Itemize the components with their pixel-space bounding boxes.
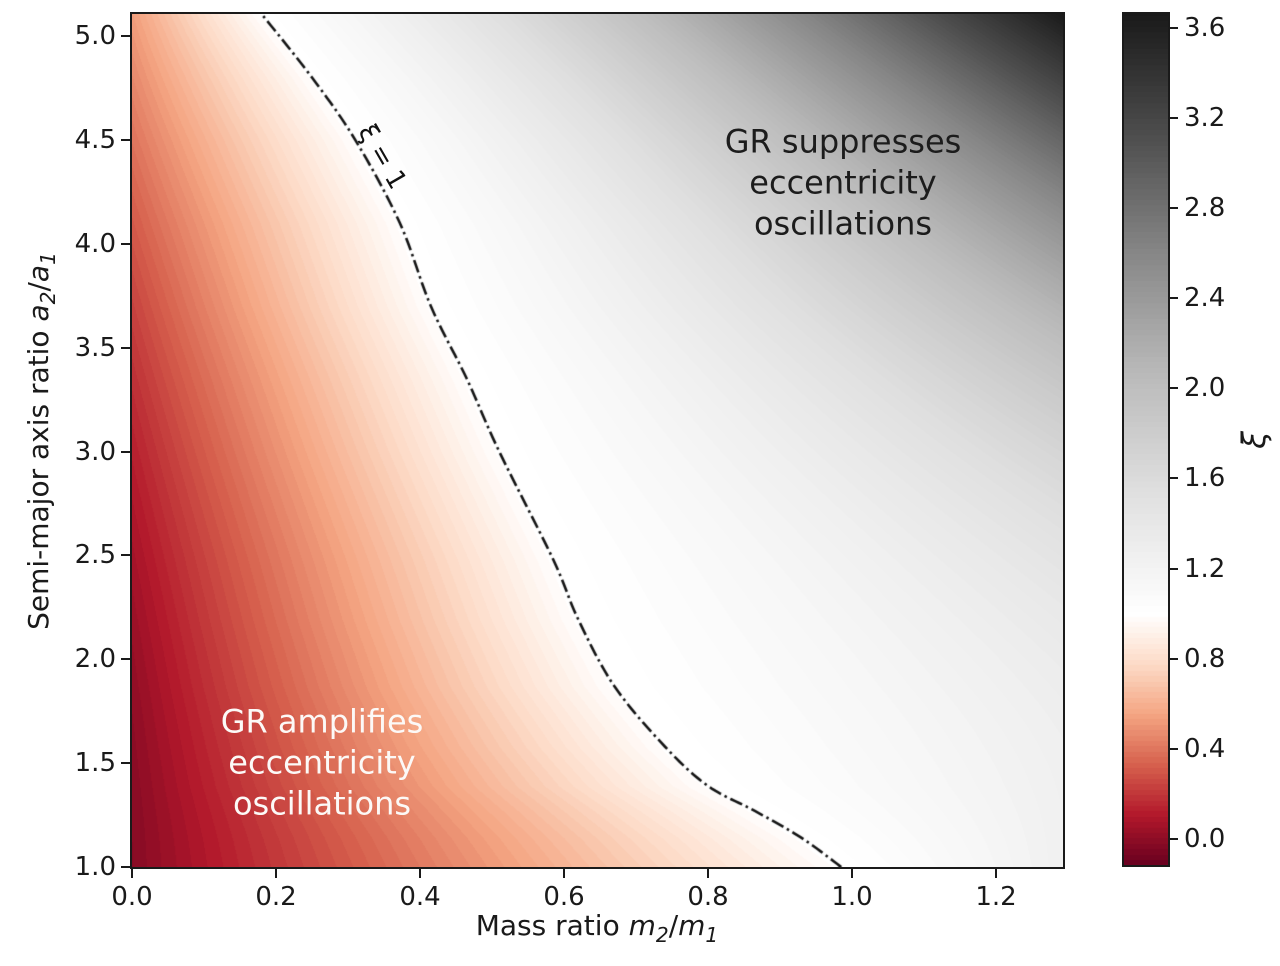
colorbar-tick (1170, 206, 1178, 209)
annotation-line: GR amplifies (220, 702, 424, 741)
colorbar-tick-label: 0.0 (1184, 824, 1226, 855)
y-tick (121, 658, 130, 661)
annotation-line: oscillations (753, 204, 933, 243)
x-tick-label: 0.0 (111, 882, 153, 912)
x-tick (419, 869, 421, 878)
axis-label-part: / (22, 282, 56, 292)
y-axis-label: Semi-major axis ratio a2/a1 (22, 252, 60, 630)
annotation-line: eccentricity (228, 743, 416, 782)
colorbar-tick (1170, 567, 1178, 570)
y-tick (121, 450, 130, 453)
y-tick (121, 242, 130, 245)
x-axis-label: Mass ratio m2/m1 (476, 909, 719, 947)
x-tick-label: 0.8 (687, 882, 729, 912)
y-tick-label: 1.0 (74, 852, 116, 882)
colorbar-tick (1170, 26, 1178, 29)
y-tick (121, 866, 130, 868)
annotation-line: eccentricity (749, 163, 937, 202)
axis-label-part: 1 (35, 252, 60, 265)
x-tick-label: 0.6 (543, 882, 585, 912)
x-tick-label: 0.2 (255, 882, 297, 912)
colorbar-tick-label: 3.6 (1184, 12, 1226, 43)
axis-label-part: 2 (655, 922, 669, 947)
y-tick-label: 5.0 (74, 21, 116, 52)
colorbar-tick (1170, 747, 1178, 750)
colorbar-tick-label: 0.8 (1184, 643, 1226, 674)
y-tick (121, 138, 130, 141)
colorbar-tick (1170, 657, 1178, 660)
axis-label-part: 1 (705, 922, 719, 947)
x-tick (563, 869, 566, 878)
colorbar-tick (1170, 116, 1178, 119)
axis-label-part: Mass ratio (475, 909, 629, 943)
colorbar-tick (1170, 477, 1178, 480)
y-tick-label: 4.5 (74, 124, 116, 155)
colorbar-tick-label: 3.2 (1184, 102, 1226, 133)
x-tick (707, 869, 710, 878)
axis-label-part: 2 (35, 291, 60, 305)
colorbar-tick-label: 0.4 (1184, 733, 1226, 764)
annotation-gr-amplifies: GR amplifies eccentricity oscillations (221, 702, 424, 825)
y-tick (121, 35, 130, 38)
colorbar-tick (1170, 297, 1178, 300)
x-tick-label: 1.0 (831, 882, 873, 912)
axis-label-part: a (22, 304, 56, 322)
x-tick-label: 1.2 (975, 882, 1017, 912)
colorbar-canvas (1124, 14, 1168, 865)
y-tick (121, 554, 130, 557)
annotation-line: GR suppresses (724, 122, 962, 161)
y-tick (121, 346, 130, 349)
colorbar-tick-label: 2.8 (1184, 192, 1226, 223)
x-tick (851, 869, 854, 878)
y-tick (121, 762, 130, 765)
axis-label-part: m (678, 909, 706, 943)
y-tick-label: 4.0 (74, 228, 116, 259)
x-tick-label: 0.4 (399, 882, 441, 912)
axis-label-part: m (628, 909, 656, 943)
y-tick-label: 1.5 (74, 748, 116, 779)
axis-label-part: Semi-major axis ratio (22, 321, 56, 630)
colorbar-xi-label: ξ (1235, 431, 1273, 449)
x-tick (131, 869, 133, 878)
y-tick-label: 3.5 (74, 332, 116, 363)
y-tick-label: 2.0 (74, 644, 116, 675)
y-tick-label: 2.5 (74, 540, 116, 571)
annotation-gr-suppresses: GR suppresses eccentricity oscillations (725, 122, 962, 245)
y-tick-label: 3.0 (74, 436, 116, 467)
axis-label-part: / (668, 909, 679, 943)
x-tick (995, 869, 998, 878)
colorbar-tick-label: 2.0 (1184, 373, 1226, 404)
contour-field-canvas (132, 14, 1063, 867)
annotation-line: oscillations (232, 784, 412, 823)
colorbar-tick-label: 2.4 (1184, 283, 1226, 314)
colorbar-tick (1170, 838, 1178, 841)
colorbar-tick-label: 1.6 (1184, 463, 1226, 494)
colorbar-tick-label: 1.2 (1184, 553, 1226, 584)
x-tick (275, 869, 277, 878)
colorbar-tick (1170, 387, 1178, 390)
axis-label-part: a (22, 264, 56, 283)
